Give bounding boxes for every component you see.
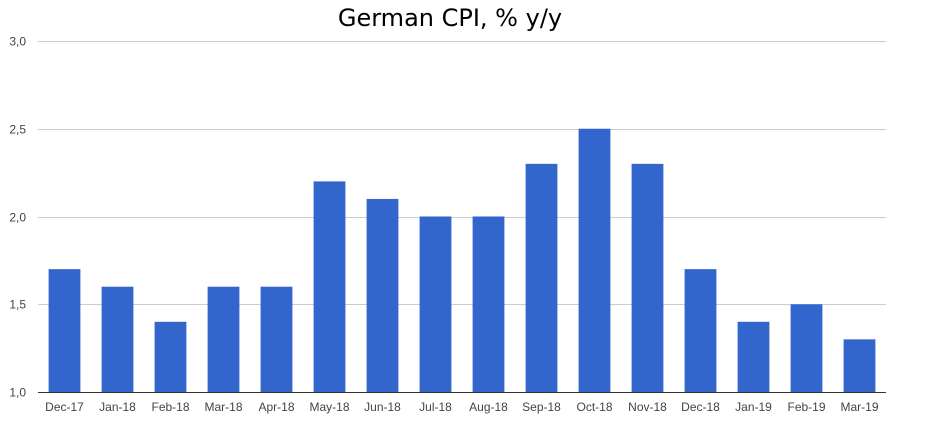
bar-dec-18 [684,269,717,392]
gridlines [38,41,886,393]
x-tick-label: May-18 [309,400,349,414]
x-tick-label: Oct-18 [576,400,612,414]
x-tick-label: Jun-18 [364,400,401,414]
y-tick-label: 2,0 [9,211,26,225]
bar-sep-18 [525,163,558,392]
bar-jan-18 [101,286,134,392]
x-tick-label: Feb-19 [787,400,825,414]
x-tick-label: Jan-18 [99,400,136,414]
bar-oct-18 [578,128,611,392]
chart-title: German CPI, % y/y [337,4,563,32]
y-tick-label: 3,0 [9,35,26,49]
y-tick-label: 1,5 [9,298,26,312]
bars [48,128,876,392]
bar-mar-18 [207,286,240,392]
bar-jun-18 [366,198,399,392]
bar-feb-19 [790,304,823,392]
bar-jan-19 [737,321,770,392]
bar-aug-18 [472,216,505,392]
x-tick-label: Jan-19 [735,400,772,414]
x-tick-label: Aug-18 [469,400,508,414]
bar-mar-19 [843,339,876,392]
x-tick-label: Apr-18 [258,400,294,414]
x-tick-label: Dec-17 [45,400,84,414]
y-tick-label: 2,5 [9,123,26,137]
x-tick-label: Nov-18 [628,400,667,414]
x-tick-label: Dec-18 [681,400,720,414]
x-tick-label: Feb-18 [151,400,189,414]
bar-apr-18 [260,286,293,392]
y-tick-label: 1,0 [9,386,26,400]
x-tick-label: Mar-18 [204,400,242,414]
bar-jul-18 [419,216,452,392]
bar-dec-17 [48,269,81,392]
x-tick-labels: Dec-17 Jan-18 Feb-18 Mar-18 Apr-18 May-18 Jun-… [45,400,879,414]
y-tick-labels: 1,0 1,5 2,0 2,5 3,0 [9,35,26,400]
x-tick-label: Sep-18 [522,400,561,414]
bar-feb-18 [154,321,187,392]
x-tick-label: Mar-19 [840,400,878,414]
x-tick-label: Jul-18 [419,400,452,414]
bar-may-18 [313,181,346,392]
bar-nov-18 [631,163,664,392]
